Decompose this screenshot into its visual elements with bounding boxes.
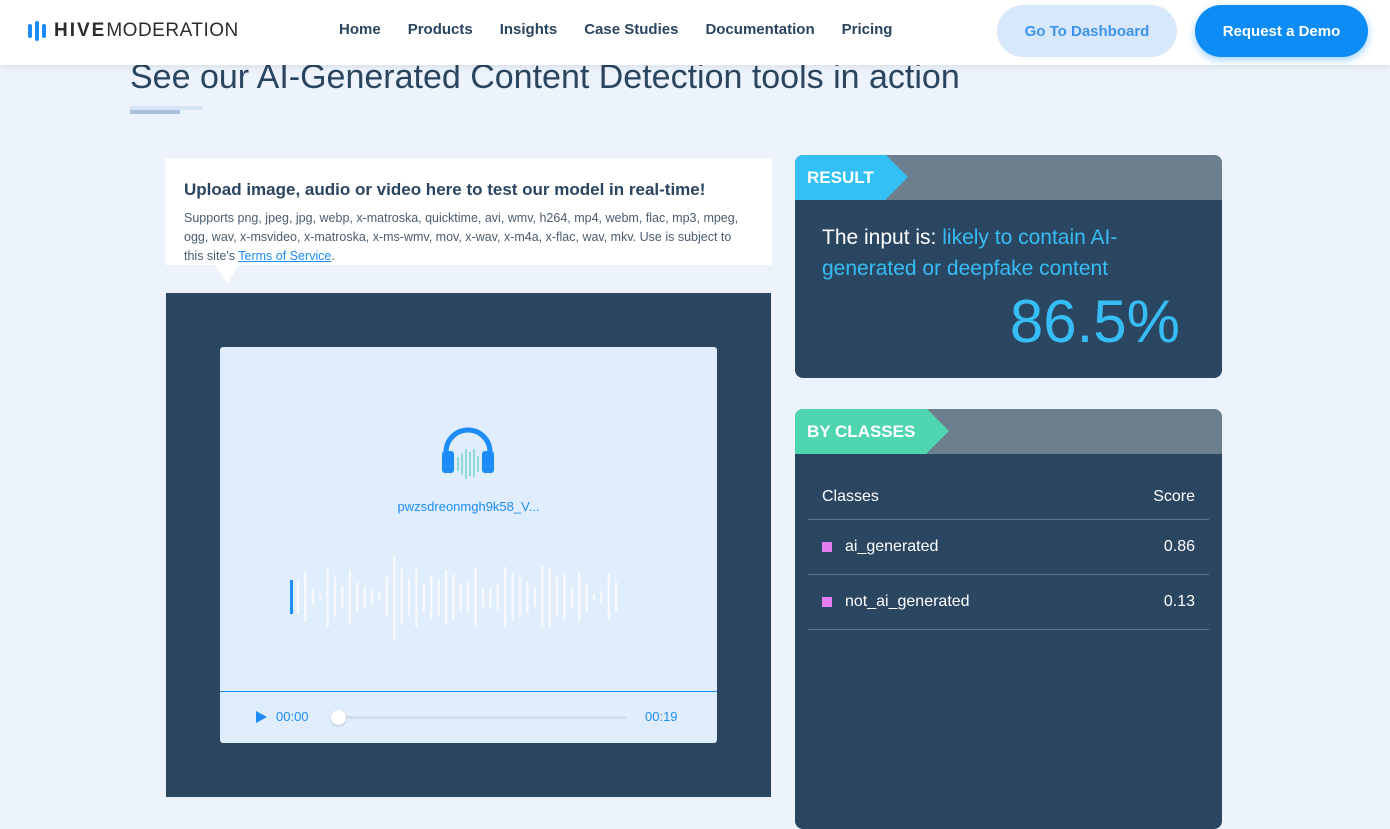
table-row: ai_generated 0.86 — [808, 520, 1209, 575]
nav-products[interactable]: Products — [407, 21, 473, 38]
title-underline-accent — [130, 110, 180, 114]
logo[interactable]: HIVEMODERATION — [28, 20, 239, 42]
class-swatch — [822, 541, 832, 552]
result-verdict: The input is: likely to contain AI-gener… — [822, 226, 1118, 280]
nav-pricing[interactable]: Pricing — [841, 21, 893, 38]
audio-player: 00:00 00:19 — [220, 691, 717, 743]
duration: 00:19 — [645, 709, 678, 724]
audio-preview: pwzsdreonmgh9k58_V... 00:00 00:19 — [220, 347, 717, 743]
classes-table: Classes Score ai_generated 0.86 not_ai_gen… — [808, 478, 1209, 630]
terms-of-service-link[interactable]: Terms of Service — [238, 249, 332, 263]
classes-tag: BY CLASSES — [795, 409, 950, 454]
play-icon[interactable] — [256, 711, 267, 723]
result-percentage: 86.5% — [1009, 288, 1180, 355]
nav-insights[interactable]: Insights — [499, 21, 558, 38]
upload-instructions: Upload image, audio or video here to tes… — [165, 158, 772, 265]
nav-case-studies[interactable]: Case Studies — [584, 21, 679, 38]
go-to-dashboard-button[interactable]: Go To Dashboard — [997, 5, 1177, 57]
upload-dropzone[interactable]: pwzsdreonmgh9k58_V... 00:00 00:19 — [166, 293, 771, 797]
logo-icon — [28, 21, 46, 41]
nav-home[interactable]: Home — [339, 21, 381, 38]
result-tag: RESULT — [795, 155, 908, 200]
seek-handle[interactable] — [331, 710, 346, 725]
result-card: RESULT The input is: likely to contain A… — [795, 155, 1222, 378]
table-header: Classes Score — [808, 478, 1209, 520]
seek-bar[interactable] — [338, 716, 626, 719]
logo-light: MODERATION — [106, 20, 239, 41]
nav-documentation[interactable]: Documentation — [705, 21, 815, 38]
class-swatch — [822, 596, 832, 607]
upload-heading: Upload image, audio or video here to tes… — [184, 180, 706, 199]
current-time: 00:00 — [276, 709, 309, 724]
file-name: pwzsdreonmgh9k58_V... — [397, 499, 540, 514]
classes-card: BY CLASSES Classes Score ai_generated 0.86… — [795, 409, 1222, 829]
request-demo-button[interactable]: Request a Demo — [1195, 5, 1368, 57]
table-row: not_ai_generated 0.13 — [808, 575, 1209, 630]
callout-pointer — [215, 265, 239, 283]
title-underline — [130, 106, 203, 110]
playhead — [290, 580, 293, 614]
supported-formats: Supports png, jpeg, jpg, webp, x-matrosk… — [184, 211, 739, 263]
waveform[interactable] — [290, 552, 630, 642]
headphones-icon — [442, 427, 494, 479]
logo-bold: HIVE — [54, 20, 107, 41]
top-nav: HIVEMODERATION Home Products Insights Ca… — [0, 0, 1390, 65]
